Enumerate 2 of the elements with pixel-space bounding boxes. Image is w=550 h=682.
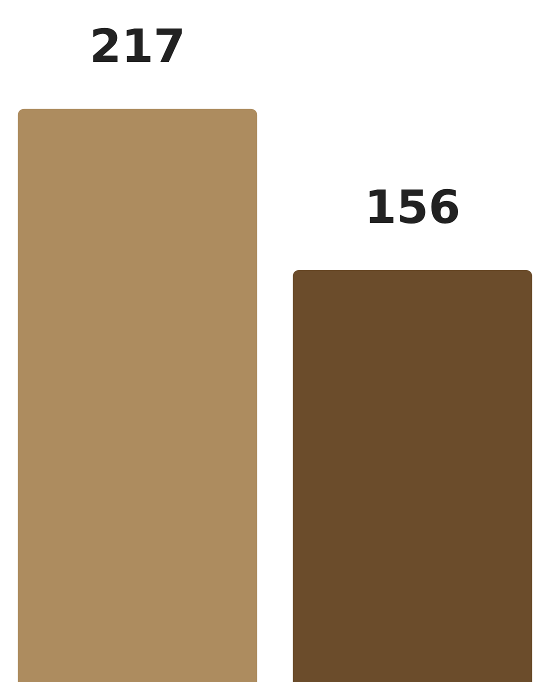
data-label: 156 (364, 180, 461, 234)
data-label: 217 (89, 18, 186, 73)
